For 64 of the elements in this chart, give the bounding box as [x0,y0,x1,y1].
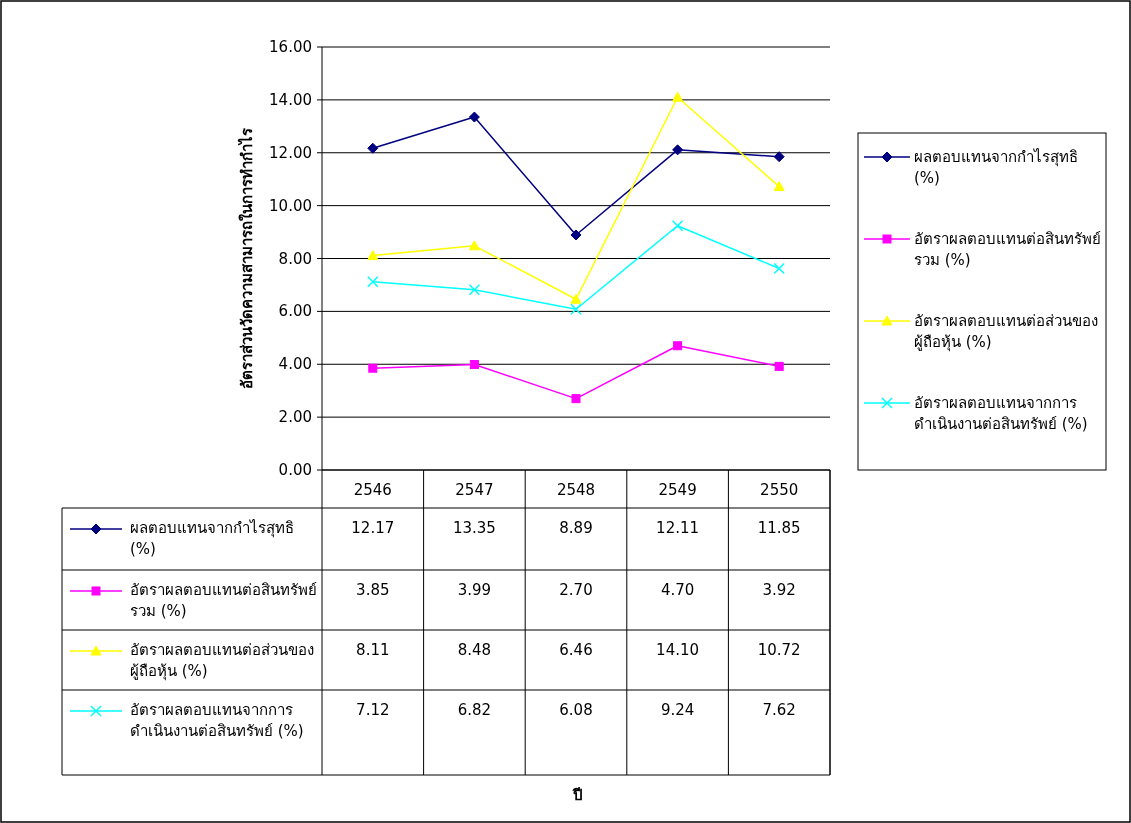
x-tick-label: 2548 [556,481,596,499]
data-label: 4.70 [659,580,696,601]
point [469,360,479,370]
legend-label: ผลตอบแทนจากกำไรสุทธิ (%) [914,147,1079,189]
data-label: 7.12 [355,700,391,721]
point [367,276,379,288]
legend-label: อัตราผลตอบแทนต่อส่วนของผู้ถือหุ้น (%) [914,311,1099,353]
y-tick-label: 2.00 [278,408,312,427]
point [773,151,785,163]
text: อัตราผลตอบแทนต่อส่วนของผู้ถือหุ้น (%) [130,641,314,680]
data-label: 8.11 [355,640,391,661]
point [673,341,683,351]
text: ปี [571,785,584,806]
point [773,262,785,275]
data-label: 6.82 [456,700,493,721]
point [570,303,582,316]
data-label: 14.10 [655,640,701,661]
y-tick-label: 4.00 [278,355,312,374]
data-label: 3.99 [456,580,493,601]
point [672,144,684,156]
point [468,283,481,296]
point [368,363,378,373]
point [671,219,684,232]
legend-label: อัตราผลตอบแทนจากการดำเนินงานต่อสินทรัพย์ (%) [914,393,1089,435]
y-tick-label: 0.00 [278,461,312,479]
x-tick-label: 2547 [455,481,494,499]
text: อัตราผลตอบแทนต่อสินทรัพย์รวม (%) [130,581,317,620]
point [570,293,582,304]
data-label: 2.70 [558,580,594,601]
data-label: 12.17 [350,518,396,539]
point [367,250,379,261]
y-tick-label: 12.00 [269,143,312,162]
data-label: 11.85 [756,518,802,539]
point [773,181,785,192]
point [571,394,581,404]
data-label: 3.85 [355,580,391,601]
data-label: 3.92 [761,580,797,601]
legend-label: อัตราผลตอบแทนต่อสินทรัพย์รวม (%) [914,229,1102,271]
data-label: 7.62 [761,700,797,721]
point [468,111,480,123]
data-label: 6.46 [558,640,594,661]
point [672,91,684,102]
data-label: 12.11 [655,518,701,539]
y-tick-label: 14.00 [269,90,312,109]
y-tick-label: 10.00 [269,196,312,215]
y-tick-label: 6.00 [278,302,312,321]
text: อัตราผลตอบแทนจากการดำเนินงานต่อสินทรัพย์ (%) [130,701,304,740]
text: ผลตอบแทนจากกำไรสุทธิ (%) [130,519,294,558]
data-label: 8.48 [456,640,493,661]
data-label: 6.08 [558,700,594,721]
x-tick-label: 2550 [760,481,799,499]
data-label: 13.35 [451,518,497,539]
y-tick-label: 16.00 [269,38,312,56]
data-label: 8.89 [558,518,594,539]
x-tick-label: 2549 [658,481,697,499]
point [774,361,784,371]
data-label: 9.24 [659,700,696,721]
x-tick-label: 2546 [353,481,392,499]
y-axis-title: อัตราส่วนวัดความสามารถในการทำกำไร [237,127,256,389]
y-tick-label: 8.00 [278,249,312,268]
point [367,142,379,154]
point [570,229,582,241]
point [468,240,480,251]
data-label: 10.72 [756,640,802,661]
